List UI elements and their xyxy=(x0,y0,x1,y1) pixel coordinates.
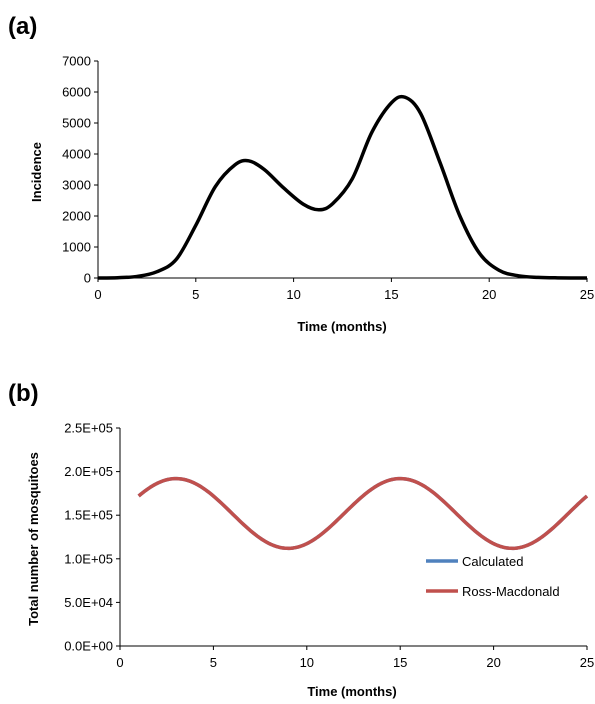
panel-b-y-tick-label: 2.0E+05 xyxy=(64,464,113,479)
incidence-series-line xyxy=(97,94,588,280)
panel-a-label: (a) xyxy=(8,13,37,40)
panel-a-y-tick-label: 7000 xyxy=(62,54,91,69)
panel-b-legend: Calculated Ross-Macdonald xyxy=(426,554,560,599)
panel-b-y-axis-title: Total number of mosquitoes xyxy=(26,452,41,626)
panel-a-x-tick-label: 10 xyxy=(286,287,300,302)
panel-b-y-tick-label: 2.5E+05 xyxy=(64,421,113,436)
panel-b-y-tick-label: 1.0E+05 xyxy=(64,551,113,566)
panel-b-y-tick-label: 0.0E+00 xyxy=(64,639,113,654)
panel-a-y-axis-title: Incidence xyxy=(29,142,44,202)
panel-a-y-tick-label: 1000 xyxy=(62,240,91,255)
panel-a-x-axis-title: Time (months) xyxy=(297,319,386,334)
panel-b-x-tick-label: 5 xyxy=(210,655,217,670)
panel-a-y-tick-label: 4000 xyxy=(62,147,91,162)
panel-b-x-tick-label: 20 xyxy=(486,655,500,670)
panel-b-y-tick-label: 5.0E+04 xyxy=(64,595,113,610)
panel-a-x-tick-label: 5 xyxy=(192,287,199,302)
panel-a-x-tick-label: 20 xyxy=(482,287,496,302)
panel-a-y-tick-label: 2000 xyxy=(62,209,91,224)
panel-a: (a) Incidence Time (months) 0 1000 2000 300… xyxy=(8,13,594,334)
panel-a-y-tick-label: 5000 xyxy=(62,116,91,131)
ross-macdonald-series-line xyxy=(137,476,589,551)
panel-b-y-tick-label: 1.5E+05 xyxy=(64,508,113,523)
panel-a-x-tick-label: 15 xyxy=(384,287,398,302)
panel-b-x-axis-title: Time (months) xyxy=(307,684,396,699)
legend-label: Ross-Macdonald xyxy=(462,584,560,599)
panel-b: (b) Total number of mosquitoes Time (mon… xyxy=(8,380,594,699)
panel-b-x-tick-label: 0 xyxy=(116,655,123,670)
panel-b-x-tick-label: 25 xyxy=(580,655,594,670)
legend-label: Calculated xyxy=(462,554,523,569)
panel-a-y-tick-label: 0 xyxy=(84,271,91,286)
panel-b-x-tick-label: 10 xyxy=(300,655,314,670)
panel-a-x-tick-label: 25 xyxy=(580,287,594,302)
panel-a-y-tick-label: 6000 xyxy=(62,85,91,100)
panel-a-x-tick-label: 0 xyxy=(94,287,101,302)
panel-b-x-tick-label: 15 xyxy=(393,655,407,670)
panel-a-y-tick-label: 3000 xyxy=(62,178,91,193)
panel-b-label: (b) xyxy=(8,380,39,407)
